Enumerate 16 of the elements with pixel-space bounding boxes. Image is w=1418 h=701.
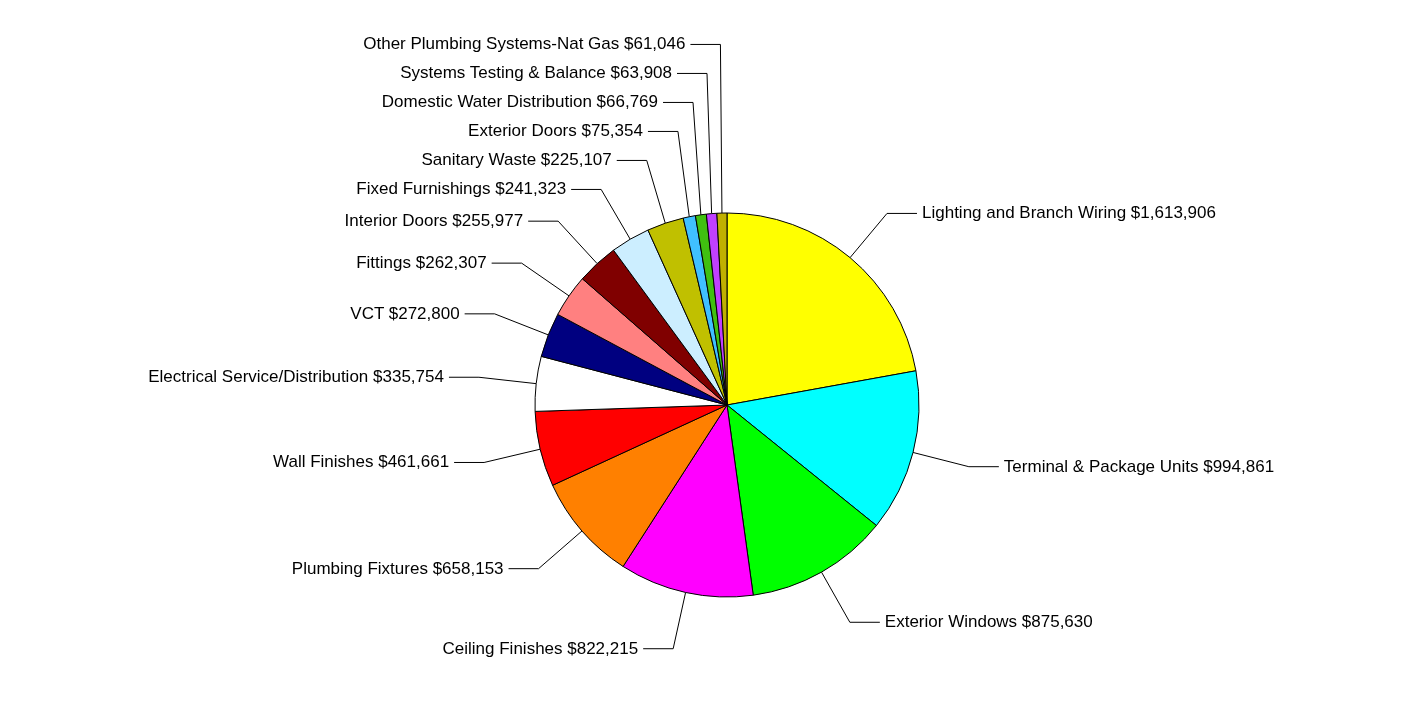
slice-label: Interior Doors $255,977 (344, 211, 524, 231)
slice-label: VCT $272,800 (350, 303, 460, 323)
slice-label: Systems Testing & Balance $63,908 (400, 63, 673, 83)
slice-label: Wall Finishes $461,661 (273, 452, 450, 472)
slice-label: Exterior Windows $875,630 (884, 612, 1093, 632)
slice-label: Lighting and Branch Wiring $1,613,906 (922, 203, 1216, 223)
slice-label: Domestic Water Distribution $66,769 (381, 92, 659, 112)
slice-label: Fixed Furnishings $241,323 (356, 179, 567, 199)
slice-label: Plumbing Fixtures $658,153 (291, 558, 504, 578)
slice-label: Electrical Service/Distribution $335,754 (148, 367, 444, 387)
slice-label: Other Plumbing Systems-Nat Gas $61,046 (363, 34, 686, 54)
slice-label: Terminal & Package Units $994,861 (1003, 456, 1275, 476)
slice-label: Exterior Doors $75,354 (468, 121, 643, 141)
slice-label: Sanitary Waste $225,107 (421, 150, 612, 170)
slice-label: Fittings $262,307 (356, 253, 487, 273)
slice-label: Ceiling Finishes $822,215 (442, 638, 639, 658)
